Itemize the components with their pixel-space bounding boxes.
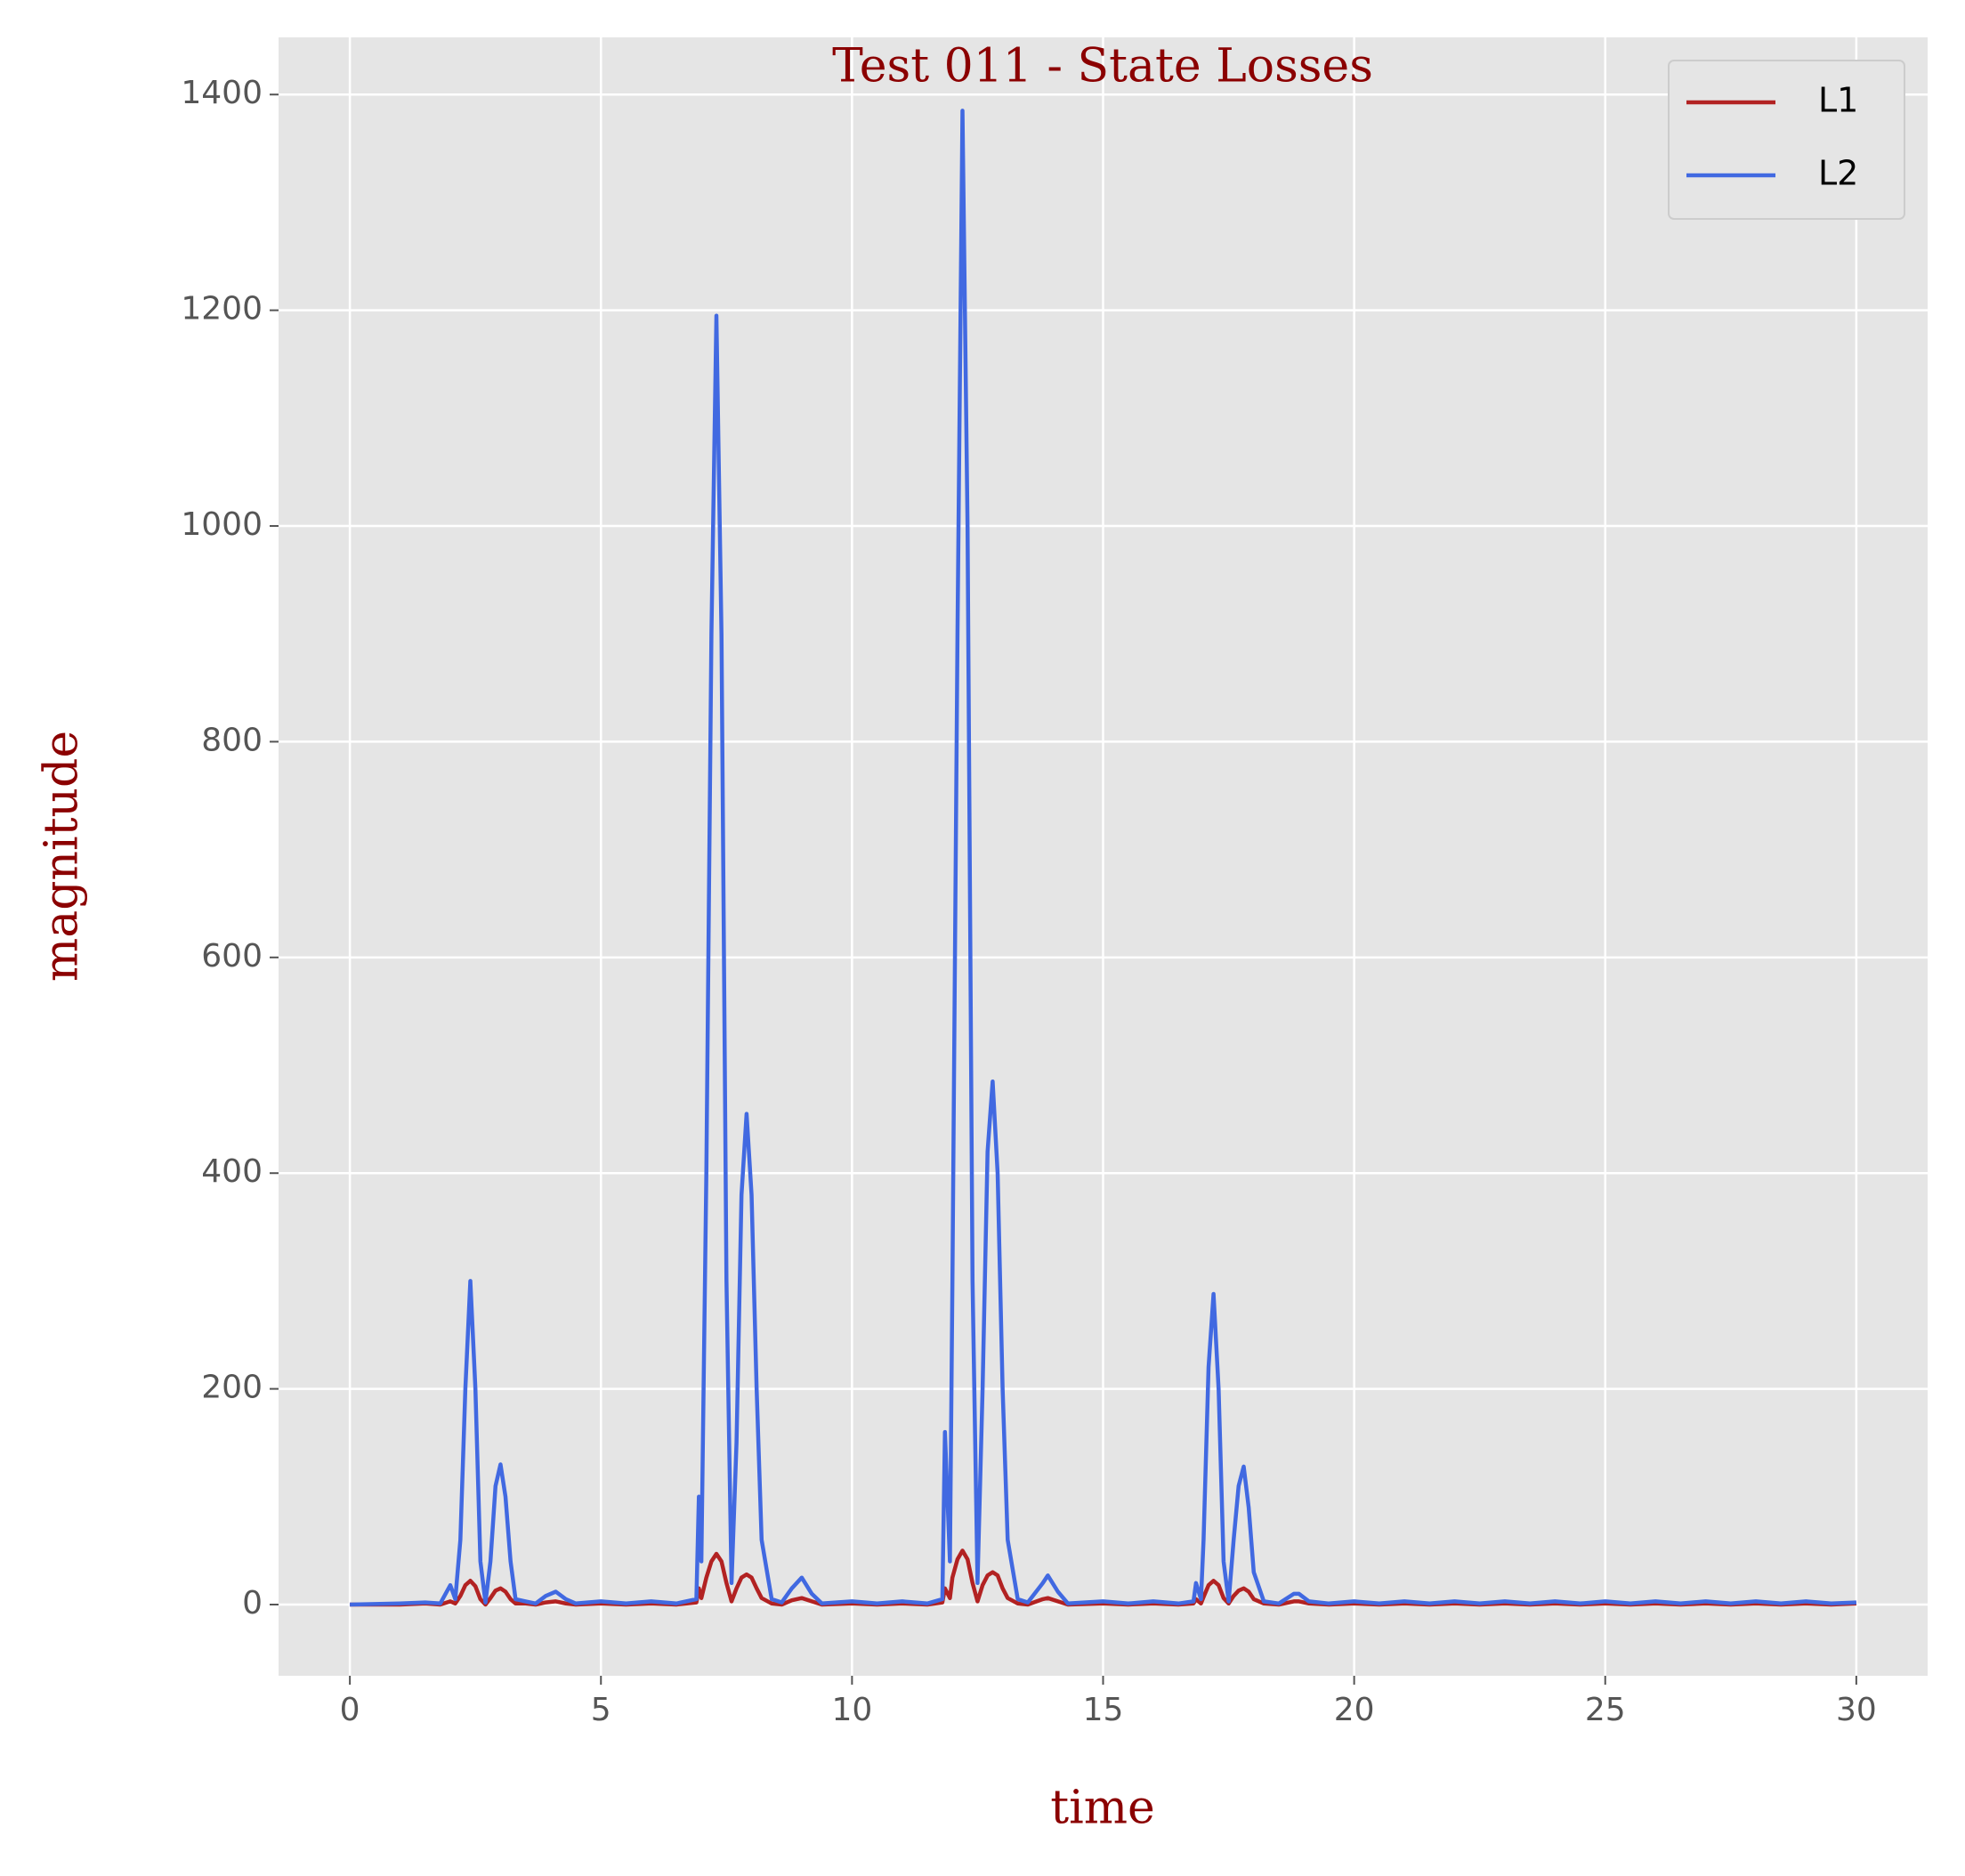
y-tick-label: 200 <box>201 1370 263 1406</box>
x-tick-label: 15 <box>1083 1692 1124 1728</box>
x-tick-label: 10 <box>831 1692 872 1728</box>
grid <box>279 37 1928 1676</box>
x-tick-label: 20 <box>1334 1692 1375 1728</box>
series-line <box>350 109 1856 1607</box>
x-axis-label: time <box>1050 1782 1155 1835</box>
x-tick-label: 30 <box>1836 1692 1877 1728</box>
lines <box>350 109 1856 1607</box>
y-axis-label: magnitude <box>36 731 89 982</box>
y-tick-label: 0 <box>242 1585 263 1621</box>
y-tick-label: 600 <box>201 938 263 974</box>
x-tick-label: 5 <box>591 1692 611 1728</box>
x-tick-label: 0 <box>340 1692 360 1728</box>
y-tick-label: 400 <box>201 1153 263 1190</box>
legend: L1 L2 <box>1668 60 1905 220</box>
x-tick-label: 25 <box>1585 1692 1626 1728</box>
chart-title: Test 011 - State Losses <box>832 40 1373 93</box>
y-tick-label: 1200 <box>181 291 263 327</box>
legend-box <box>1668 60 1905 220</box>
y-tick-label: 800 <box>201 722 263 758</box>
legend-label: L2 <box>1818 154 1858 193</box>
legend-label: L1 <box>1818 81 1858 120</box>
y-tick-label: 1000 <box>181 506 263 543</box>
y-tick-label: 1400 <box>181 75 263 111</box>
